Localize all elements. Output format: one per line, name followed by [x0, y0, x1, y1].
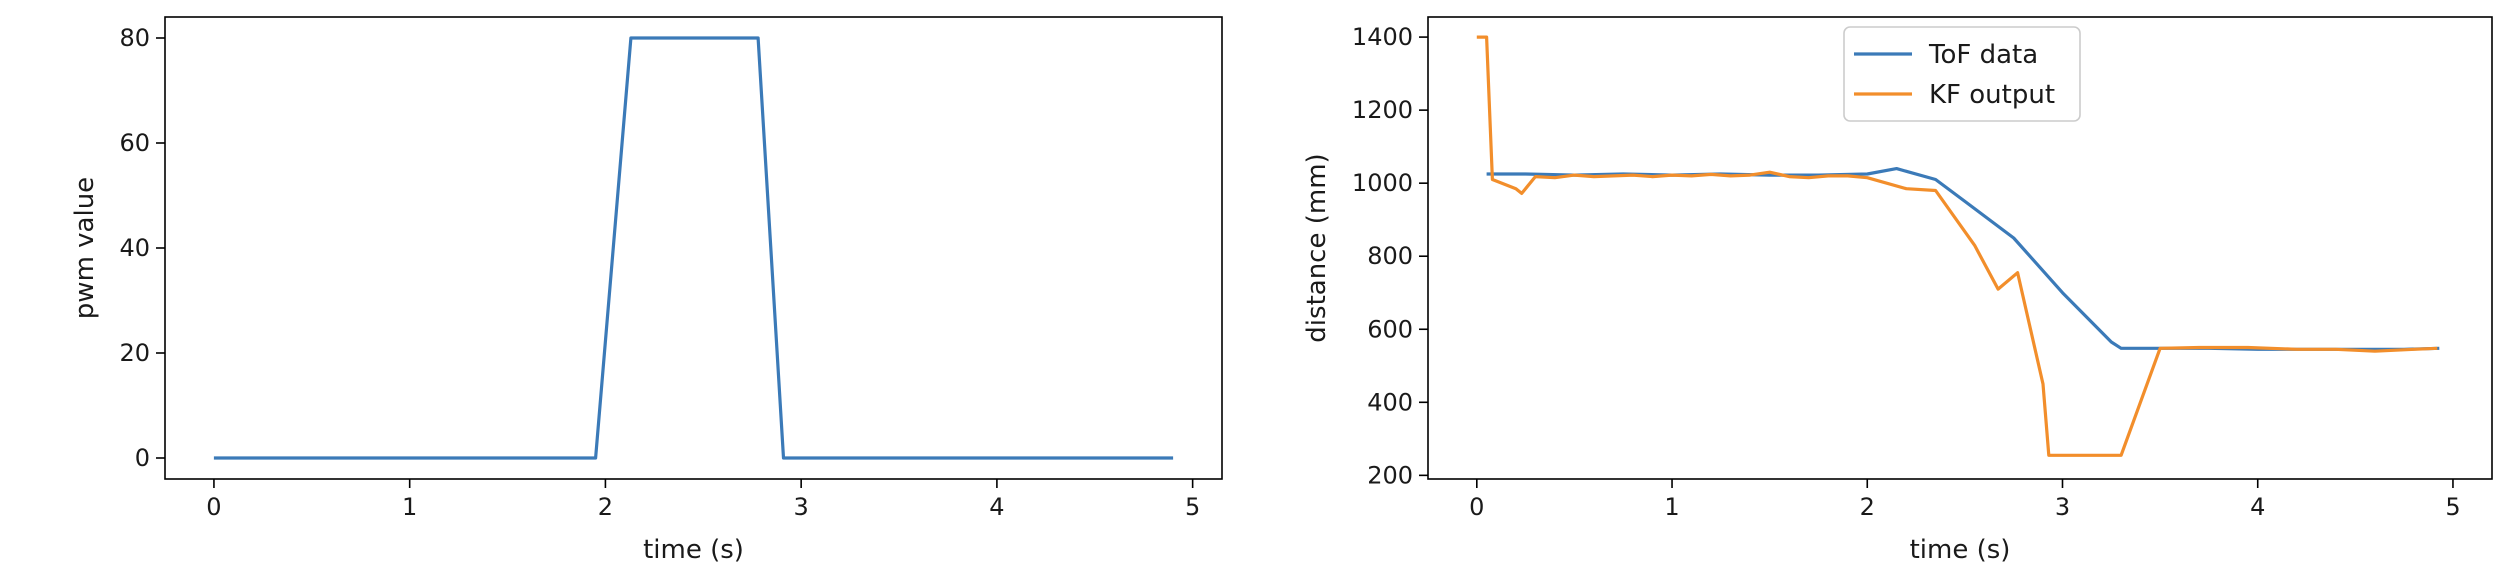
x-tick-label: 3	[2055, 493, 2070, 521]
series-line-1	[1476, 35, 2438, 457]
x-tick-label: 1	[402, 493, 417, 521]
y-axis-label: distance (mm)	[1302, 153, 1332, 342]
plot-frame	[164, 16, 1223, 480]
plot-frame	[1427, 16, 2493, 480]
y-tick-label: 60	[119, 129, 150, 157]
legend-label: ToF data	[1928, 40, 2038, 70]
x-tick-label: 2	[1860, 493, 1875, 521]
distance-chart: 0 1 2 3 4 5 200 400 600 800 1000 1200 1400 time (s) di…	[1302, 16, 2493, 565]
x-tick-label: 0	[1469, 493, 1484, 521]
x-tick-label: 4	[2250, 493, 2265, 521]
y-tick-label: 40	[119, 234, 150, 262]
y-tick-label: 1000	[1352, 169, 1413, 197]
series-line-0	[213, 36, 1174, 460]
legend-box	[1843, 26, 2081, 122]
y-tick-label: 1200	[1352, 96, 1413, 124]
y-tick-label: 800	[1367, 242, 1413, 270]
x-tick-label: 3	[794, 493, 809, 521]
x-axis-label: time (s)	[643, 535, 744, 565]
x-tick-label: 5	[2445, 493, 2460, 521]
x-tick-label: 0	[206, 493, 221, 521]
x-tick-label: 1	[1664, 493, 1679, 521]
series-line-0	[1486, 167, 2440, 351]
y-tick-label: 20	[119, 339, 150, 367]
y-tick-label: 0	[135, 444, 150, 472]
y-tick-label: 1400	[1352, 23, 1413, 51]
y-tick-label: 200	[1367, 461, 1413, 489]
y-tick-label: 600	[1367, 315, 1413, 343]
x-tick-label: 2	[598, 493, 613, 521]
legend-label: KF output	[1929, 80, 2055, 110]
y-tick-label: 80	[119, 24, 150, 52]
x-axis-label: time (s)	[1910, 535, 2011, 565]
pwm-chart: 0 1 2 3 4 5 0 20 40 60 80 time (s) pwm value	[70, 16, 1223, 565]
x-tick-label: 5	[1185, 493, 1200, 521]
legend: ToF data KF output	[1843, 26, 2081, 122]
x-tick-label: 4	[989, 493, 1004, 521]
y-tick-label: 400	[1367, 388, 1413, 416]
y-axis-label: pwm value	[70, 177, 100, 319]
